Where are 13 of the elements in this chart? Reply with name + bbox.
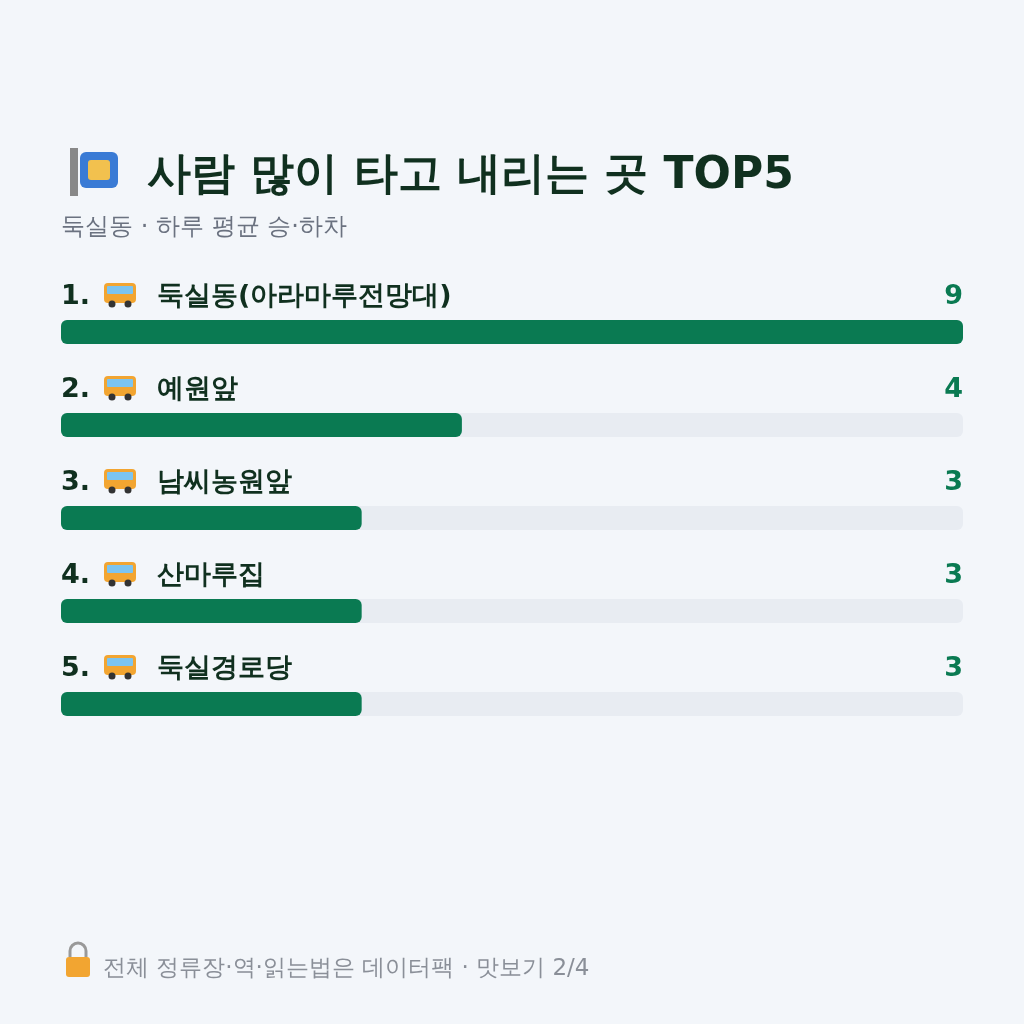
- category-label: 1. 둑실동(아라마루전망대): [61, 279, 452, 310]
- data-label: 3: [944, 465, 963, 496]
- category-label: 4. 산마루집: [61, 558, 265, 589]
- chart-subtitle: 둑실동 · 하루 평균 승·하차: [61, 212, 347, 240]
- chart-title: 사람 많이 타고 내리는 곳 TOP5: [147, 147, 794, 198]
- text: 전체 정류장·역·읽는법은 데이터팩 · 맛보기 2/4: [103, 954, 590, 980]
- data-label: 3: [944, 558, 963, 589]
- data-label: 4: [944, 372, 963, 403]
- category-label: 3. 남씨농원앞: [61, 465, 292, 496]
- category-label: 2. 예원앞: [61, 372, 238, 403]
- data-label: 3: [944, 651, 963, 682]
- category-label: 5. 둑실경로당: [61, 651, 292, 682]
- data-label: 9: [944, 279, 963, 310]
